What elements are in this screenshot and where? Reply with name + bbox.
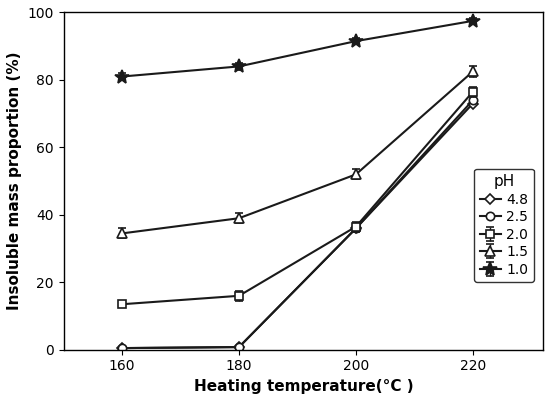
2.5 xyxy=(236,345,243,350)
Line: 4.8: 4.8 xyxy=(119,100,476,352)
Legend: 4.8, 2.5, 2.0, 1.5, 1.0: 4.8, 2.5, 2.0, 1.5, 1.0 xyxy=(474,169,534,282)
2.5 xyxy=(470,98,476,103)
4.8 xyxy=(236,345,243,350)
Y-axis label: Insoluble mass proportion (%): Insoluble mass proportion (%) xyxy=(7,52,22,310)
4.8 xyxy=(470,101,476,106)
Line: 2.5: 2.5 xyxy=(118,96,477,352)
2.5 xyxy=(353,226,359,231)
X-axis label: Heating temperature(°C ): Heating temperature(°C ) xyxy=(194,379,413,394)
4.8 xyxy=(353,226,359,231)
4.8 xyxy=(119,346,125,350)
2.5 xyxy=(119,346,125,350)
